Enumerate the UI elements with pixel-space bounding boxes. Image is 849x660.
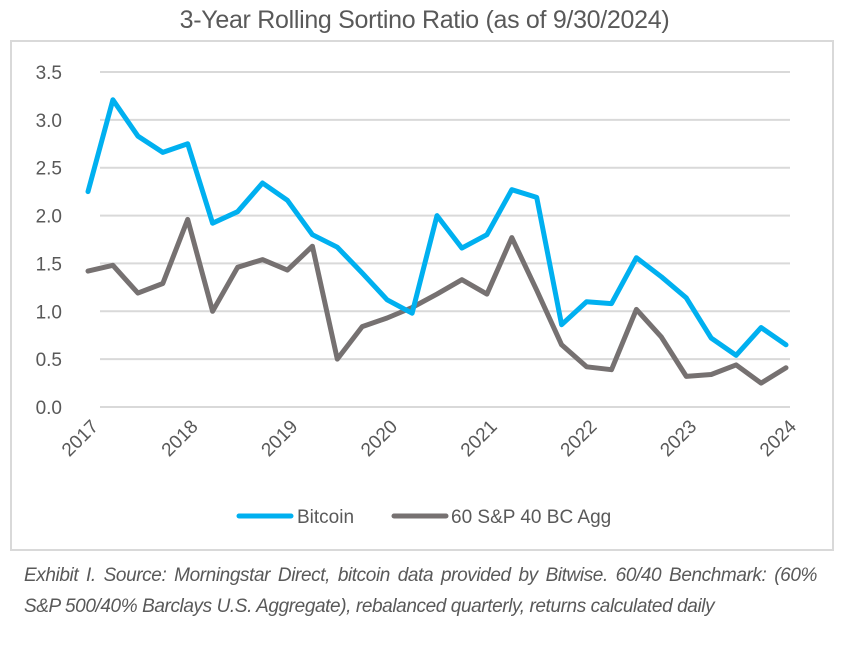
x-tick-label: 2024 <box>756 416 801 461</box>
chart-title: 3-Year Rolling Sortino Ratio (as of 9/30… <box>179 6 670 34</box>
figure-caption: Exhibit I. Source: Morningstar Direct, b… <box>24 565 817 617</box>
gridlines <box>100 71 790 408</box>
y-tick-label: 2.5 <box>36 159 62 180</box>
y-tick-label: 1.5 <box>36 254 62 275</box>
legend: Bitcoin 60 S&P 40 BC Agg <box>236 507 611 528</box>
y-axis-ticks: 0.0 0.5 1.0 1.5 2.0 2.5 3.0 3.5 <box>36 63 62 419</box>
x-tick-label: 2019 <box>258 416 303 461</box>
series-lines <box>85 97 789 386</box>
y-tick-label: 3.0 <box>36 111 62 132</box>
y-tick-label: 2.0 <box>36 207 62 228</box>
x-tick-label: 2021 <box>457 416 502 461</box>
x-tick-label: 2022 <box>557 416 602 461</box>
y-tick-label: 1.0 <box>36 302 62 323</box>
y-tick-label: 3.5 <box>36 63 62 84</box>
y-tick-label: 0.5 <box>36 350 62 371</box>
legend-label: Bitcoin <box>297 507 354 528</box>
x-tick-label: 2018 <box>158 416 203 461</box>
y-tick-label: 0.0 <box>36 398 62 419</box>
x-tick-label: 2020 <box>357 416 402 461</box>
legend-label: 60 S&P 40 BC Agg <box>451 507 611 528</box>
x-tick-label: 2017 <box>58 416 103 461</box>
x-tick-label: 2023 <box>656 416 701 461</box>
x-axis-ticks: 2017 2018 2019 2020 2021 2022 2023 2024 <box>58 416 801 461</box>
chart-frame <box>10 40 834 551</box>
series-line-60-40 <box>85 216 789 386</box>
series-line-bitcoin <box>85 97 789 358</box>
